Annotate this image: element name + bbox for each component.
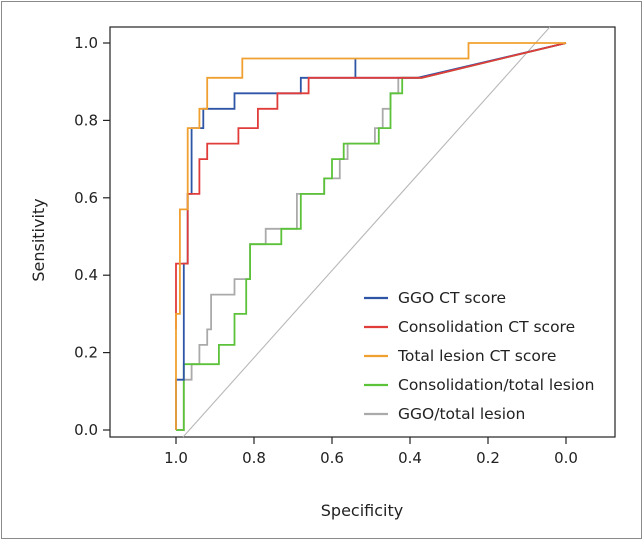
y-axis-title: Sensitivity — [29, 198, 48, 281]
x-tick-label: 0.2 — [476, 449, 500, 467]
x-tick-label: 0.6 — [320, 449, 344, 467]
plot-area — [109, 26, 616, 438]
legend-label: GGO CT score — [398, 289, 506, 307]
x-axis-title: Specificity — [321, 501, 403, 520]
y-tick-label: 0.2 — [74, 344, 98, 362]
legend-label: Consolidation CT score — [398, 318, 575, 336]
series-line-4 — [175, 42, 566, 430]
legend: GGO CT score Consolidation CT score Total … — [364, 289, 594, 423]
legend-label: Consolidation/total lesion — [398, 376, 594, 394]
y-tick-label: 0.8 — [74, 111, 98, 129]
y-tick-label: 1.0 — [74, 34, 98, 52]
x-tick-label: 0.4 — [398, 449, 422, 467]
series-line-1 — [176, 42, 567, 431]
x-tick-label: 1.0 — [164, 449, 188, 467]
x-tick-label: 0.0 — [554, 449, 578, 467]
legend-label: GGO/total lesion — [398, 405, 525, 423]
y-tick-label: 0.0 — [74, 421, 98, 439]
series-line-3 — [175, 42, 567, 330]
y-tick-label: 0.6 — [74, 189, 98, 207]
reference-diagonal — [182, 26, 551, 438]
x-tick-label: 0.8 — [242, 449, 266, 467]
legend-label: Total lesion CT score — [397, 347, 556, 365]
y-tick-label: 0.4 — [74, 266, 98, 284]
